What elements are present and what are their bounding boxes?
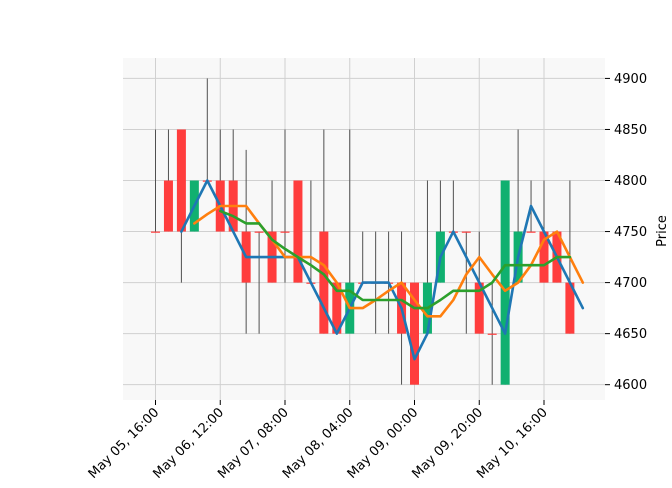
moving-average-lines bbox=[180, 179, 585, 361]
candle-body bbox=[163, 180, 173, 232]
candle-body bbox=[500, 180, 510, 385]
y-tick-label: 4700 bbox=[614, 276, 647, 291]
y-axis-label: Price bbox=[655, 215, 670, 247]
y-tick-label: 4850 bbox=[614, 123, 647, 138]
candle-body bbox=[461, 231, 471, 233]
candle-body bbox=[293, 180, 303, 283]
candle-body bbox=[176, 129, 186, 232]
candle-body bbox=[526, 231, 536, 233]
y-tick-label: 4800 bbox=[614, 174, 647, 189]
candle-body bbox=[474, 282, 484, 334]
candle-body bbox=[539, 231, 549, 283]
y-tick-label: 4650 bbox=[614, 327, 647, 342]
candle-body bbox=[319, 231, 329, 334]
x-tick-label: May 10, 16:00 bbox=[474, 405, 551, 482]
candle-body bbox=[151, 231, 160, 233]
y-tick-label: 4900 bbox=[614, 72, 647, 87]
y-tick-label: 4600 bbox=[614, 378, 647, 393]
moving-average-line bbox=[180, 179, 585, 361]
candle-body bbox=[565, 282, 575, 334]
candle-body bbox=[332, 282, 342, 334]
moving-average-line bbox=[219, 209, 572, 310]
y-tick-label: 4750 bbox=[614, 225, 647, 240]
candle-body bbox=[410, 282, 419, 385]
candle-body bbox=[487, 333, 497, 335]
y-axis: 4600 4650 4700 4750 4800 4850 4900 bbox=[605, 72, 647, 393]
candle-body bbox=[280, 231, 290, 233]
candle-body bbox=[254, 231, 264, 233]
